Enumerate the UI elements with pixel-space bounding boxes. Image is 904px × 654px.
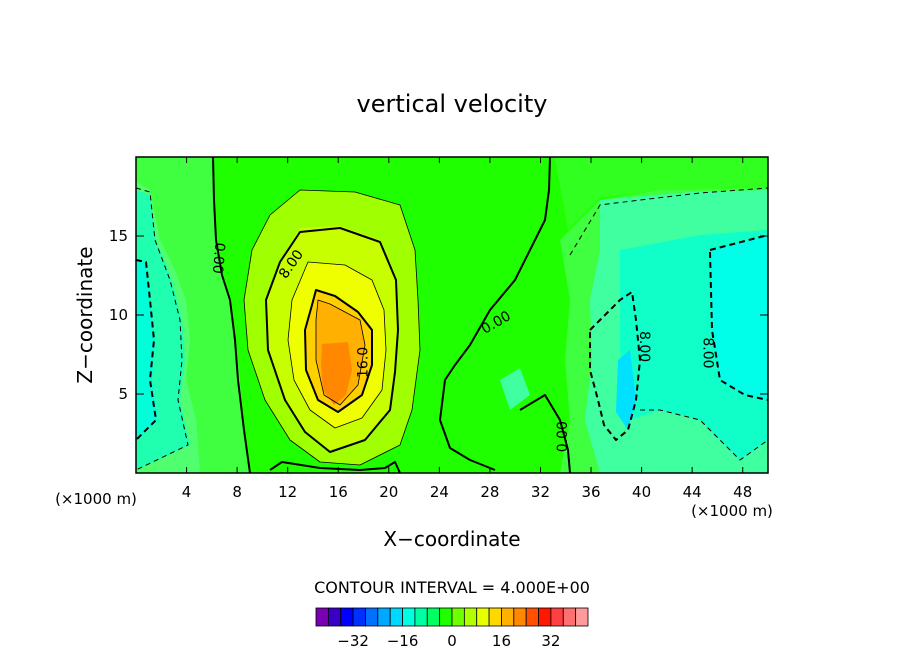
y-tick-label: 15 [109, 227, 128, 245]
contour-neg-right [569, 187, 769, 256]
contour-label: 0.00 [209, 242, 228, 274]
colorbar-swatch [575, 607, 589, 627]
contour-twelve [287, 261, 387, 429]
colorbar-swatch [340, 607, 354, 627]
y-axis-label: Z−coordinate [73, 246, 97, 383]
contour-neg-right-lower [640, 409, 769, 461]
x-tick-label: 16 [329, 483, 348, 501]
colorbar-tick-label: 16 [492, 632, 511, 650]
region-dark-orange-core [321, 342, 352, 405]
x-tick-label: 28 [480, 483, 499, 501]
contour-neg8-center [589, 291, 641, 441]
contour-label: 0.00 [555, 421, 571, 452]
colorbar-swatch [365, 607, 379, 627]
x-tick-label: 44 [683, 483, 702, 501]
x-tick-label: 20 [379, 483, 398, 501]
colorbar: −32 −16 0 16 32 [315, 607, 589, 650]
contour-zero-left [212, 156, 251, 474]
colorbar-swatch [426, 607, 441, 627]
x-tick-label: 4 [182, 483, 192, 501]
contour-zero-lower [519, 394, 571, 474]
x-axis-label: X−coordinate [383, 527, 520, 551]
contour-label: 16.0 [356, 347, 372, 378]
colorbar-swatch [513, 607, 527, 627]
contour-neg8-left [135, 259, 157, 441]
colorbar-swatch [538, 607, 552, 627]
colorbar-swatch [501, 607, 515, 627]
colorbar-swatch [463, 607, 478, 627]
x-tick-label: 8 [232, 483, 242, 501]
colorbar-swatch [389, 607, 403, 627]
colorbar-swatch [525, 607, 539, 627]
colorbar-tick-label: −32 [337, 632, 369, 650]
colorbar-swatch [476, 607, 490, 627]
colorbar-swatch [488, 607, 502, 627]
colorbar-swatch [439, 607, 453, 627]
colorbar-swatch [550, 607, 564, 627]
colorbar-swatch [562, 607, 577, 627]
region-green-top-right [555, 157, 768, 230]
x-tick-label: 12 [278, 483, 297, 501]
colorbar-swatch [377, 607, 391, 627]
contour-lines [135, 156, 769, 474]
region-cyan-core-right [616, 350, 636, 430]
region-cyan-right [710, 235, 768, 400]
y-tick-label: 10 [109, 306, 128, 324]
colorbar-tick-label: −16 [387, 632, 419, 650]
x-tick-label: 40 [632, 483, 651, 501]
contour-label: 8.00 [699, 337, 715, 368]
x-tick-label: 36 [581, 483, 600, 501]
chart-title: vertical velocity [357, 90, 548, 118]
colorbar-swatch [327, 607, 342, 627]
contour-twenty [315, 299, 366, 406]
contour-four [243, 189, 421, 466]
colorbar-swatch [352, 607, 366, 627]
contour-label: 8.00 [636, 331, 652, 362]
x-unit-label-right: (×1000 m) [691, 502, 773, 520]
x-axis: 4 8 12 16 20 24 28 32 36 40 44 48 [182, 157, 752, 501]
contour-interval-text: CONTOUR INTERVAL = 4.000E+00 [314, 578, 590, 597]
y-tick-label: 5 [118, 385, 128, 403]
contour-neg8-right [709, 234, 769, 401]
colorbar-tick-label: 32 [541, 632, 560, 650]
contour-sixteen [304, 289, 373, 413]
contour-eight [265, 227, 399, 453]
contour-zero-around-updraft [269, 461, 401, 474]
colorbar-swatch [414, 607, 428, 627]
contour-neg-left [135, 187, 189, 471]
colorbar-swatch [402, 607, 416, 627]
x-tick-label: 24 [430, 483, 449, 501]
x-tick-label: 48 [733, 483, 752, 501]
x-unit-label-left: (×1000 m) [55, 490, 137, 508]
x-tick-label: 32 [531, 483, 550, 501]
colorbar-swatch [451, 607, 465, 627]
y-axis: 5 10 15 [109, 227, 768, 403]
region-mint-center-low [500, 368, 530, 410]
colorbar-tick-label: 0 [447, 632, 457, 650]
colorbar-swatch [315, 607, 329, 627]
contour-zero-middle [439, 156, 551, 471]
